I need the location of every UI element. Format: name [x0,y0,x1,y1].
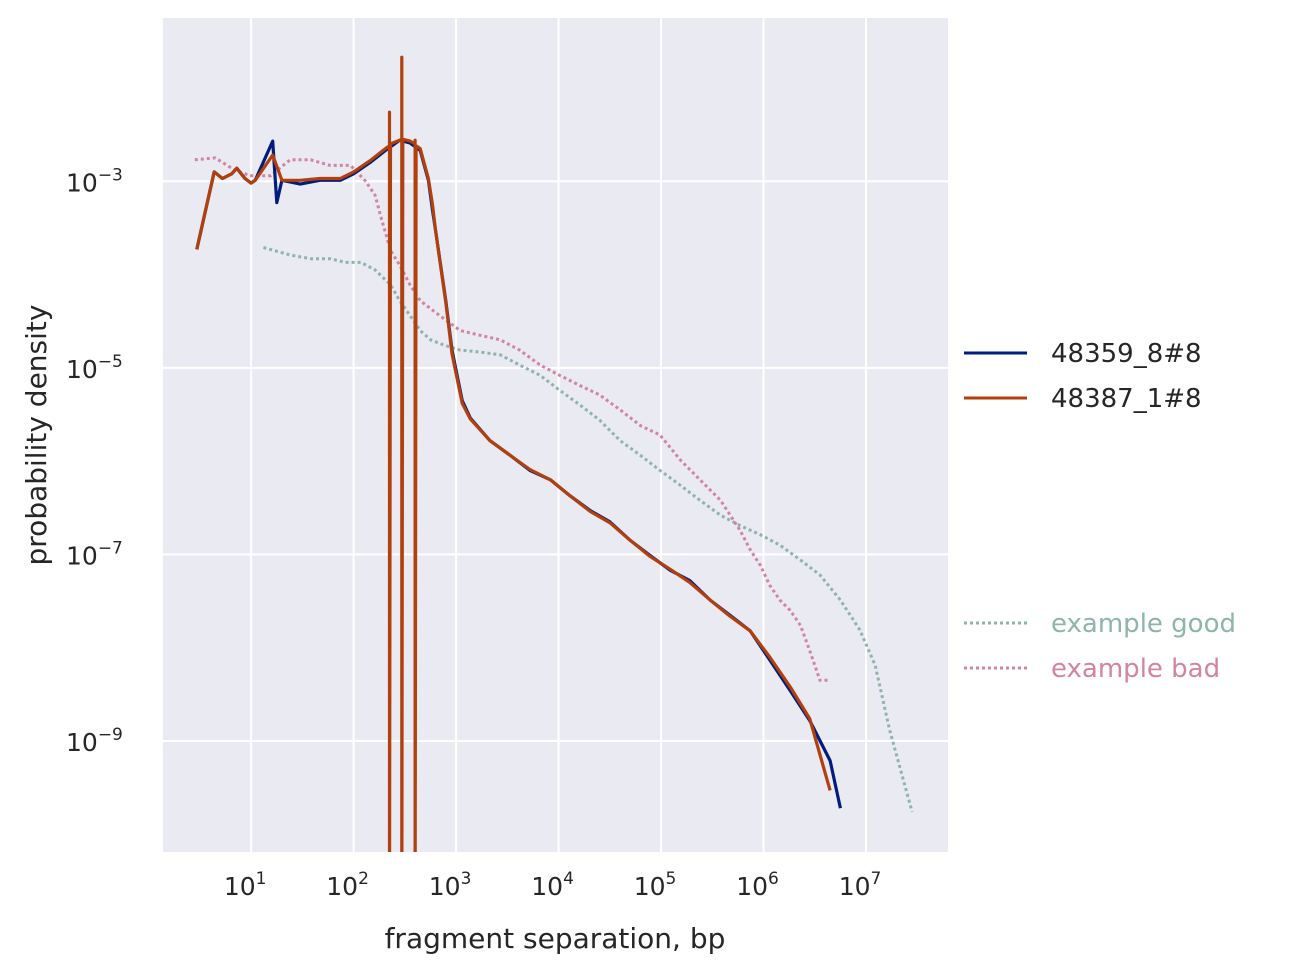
x-tick-label: 101 [224,869,267,901]
y-tick-label: 10−3 [66,165,123,197]
grid [163,18,948,852]
x-tick-label: 102 [326,869,369,901]
y-tick-label: 10−9 [66,725,123,757]
legend-label: example bad [1051,654,1220,684]
y-tick-label: 10−5 [66,352,123,384]
x-tick-label: 104 [531,869,574,901]
x-tick-label: 105 [634,869,677,901]
x-tick-labels: 101 102 103 104 105 106 107 [224,869,882,901]
series-line-example-good [262,246,914,813]
plot-area [163,18,948,852]
y-axis-label: probability density [20,305,53,566]
legend-label: 48359_8#8 [1051,339,1202,369]
x-axis-label: fragment separation, bp [385,922,726,955]
legend-label: 48387_1#8 [1051,384,1202,414]
legend-label: example good [1051,609,1236,639]
x-tick-label: 107 [839,869,882,901]
series-line-48387-1-8 [195,55,832,852]
x-tick-label: 106 [736,869,779,901]
y-tick-labels: 10−3 10−5 10−7 10−9 [66,165,123,757]
series-lines [194,55,914,852]
series-line-example-bad [194,156,831,682]
x-tick-label: 103 [429,869,472,901]
y-tick-label: 10−7 [66,538,123,570]
